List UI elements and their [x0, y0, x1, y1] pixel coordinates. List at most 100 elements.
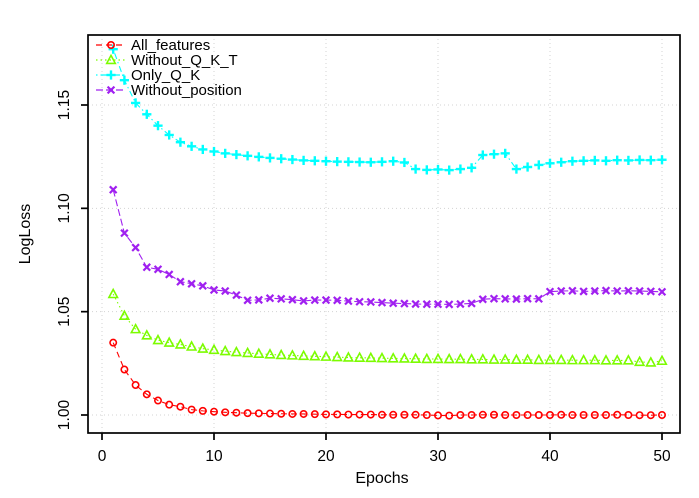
data-point-triangle	[398, 352, 411, 363]
data-point-x	[635, 286, 644, 296]
data-point-x	[613, 286, 622, 296]
data-point-circle	[355, 410, 364, 419]
data-point-triangle	[533, 353, 545, 365]
legend-label: Only_Q_K	[131, 67, 200, 84]
series-line	[112, 293, 663, 364]
data-point-triangle	[107, 287, 119, 299]
series-line	[112, 342, 663, 417]
data-point-triangle	[208, 343, 220, 355]
data-point-circle	[310, 410, 319, 419]
data-point-triangle	[611, 354, 623, 365]
data-point-circle	[557, 410, 566, 419]
data-point-triangle	[577, 353, 590, 365]
data-point-x	[579, 287, 588, 296]
data-point-x	[422, 300, 431, 309]
data-point-x	[400, 299, 409, 308]
data-point-x	[489, 294, 499, 303]
data-point-circle	[142, 390, 151, 399]
data-point-triangle	[331, 350, 343, 362]
data-point-circle	[624, 410, 633, 419]
data-point-x	[209, 285, 219, 295]
data-point-triangle	[499, 353, 511, 364]
data-point-triangle	[309, 350, 321, 361]
series-without_q_k_t	[107, 287, 668, 367]
data-point-triangle	[185, 340, 198, 351]
data-point-x	[456, 299, 465, 309]
data-point-circle	[568, 410, 577, 419]
data-point-x	[601, 286, 611, 295]
data-point-triangle	[555, 353, 567, 365]
series-only_q_k	[108, 44, 667, 175]
data-point-x	[109, 185, 118, 194]
x-tick-label: 50	[653, 448, 671, 465]
x-axis-label: Epochs	[355, 470, 408, 487]
data-point-circle	[198, 406, 207, 415]
data-point-x	[545, 287, 555, 296]
data-point-x	[590, 286, 599, 296]
data-point-triangle	[174, 338, 187, 349]
data-point-circle	[210, 407, 219, 416]
data-point-circle	[635, 411, 644, 420]
data-point-x	[299, 296, 308, 306]
data-point-triangle	[600, 354, 612, 365]
data-point-circle	[657, 410, 666, 419]
x-tick-label: 30	[429, 448, 447, 465]
data-point-x	[657, 287, 667, 297]
series-line	[112, 189, 663, 305]
x-tick-label: 0	[98, 448, 107, 465]
x-tick-label: 10	[205, 448, 223, 465]
data-point-circle	[422, 410, 431, 419]
data-point-circle	[120, 365, 129, 374]
plot-border	[87, 34, 681, 434]
data-point-circle	[467, 410, 476, 419]
data-point-triangle	[589, 353, 601, 365]
legend-item: Without_position	[96, 82, 242, 99]
data-point-circle	[288, 409, 297, 418]
data-point-circle	[523, 410, 532, 419]
data-point-x	[277, 294, 286, 304]
data-point-circle	[176, 402, 185, 411]
data-point-x	[288, 295, 297, 304]
data-point-circle	[501, 410, 510, 419]
data-point-x	[198, 281, 207, 291]
data-point-circle	[512, 410, 521, 419]
data-point-x	[534, 294, 543, 304]
data-point-x	[433, 300, 443, 309]
data-point-circle	[165, 400, 174, 409]
data-point-triangle	[141, 329, 153, 340]
data-point-x	[165, 270, 174, 279]
data-point-triangle	[105, 53, 117, 65]
data-point-circle	[579, 410, 588, 419]
data-point-circle	[613, 410, 622, 419]
data-point-triangle	[219, 344, 231, 356]
data-point-triangle	[633, 355, 646, 367]
data-point-circle	[400, 410, 409, 419]
legend: All_featuresWithout_Q_K_TOnly_Q_KWithout…	[96, 37, 242, 99]
data-point-triangle	[421, 352, 433, 364]
data-point-x	[624, 286, 633, 295]
data-point-circle	[411, 410, 420, 419]
legend-item: Without_Q_K_T	[96, 52, 238, 69]
y-tick-label: 1.00	[56, 400, 73, 431]
data-point-triangle	[409, 352, 422, 363]
data-point-circle	[344, 410, 353, 419]
data-point-triangle	[197, 342, 209, 353]
data-point-triangle	[376, 351, 388, 363]
y-tick-label: 1.15	[56, 90, 73, 120]
data-point-circle	[478, 410, 487, 419]
data-point-circle	[590, 410, 599, 419]
data-point-x	[153, 265, 163, 274]
data-point-triangle	[645, 356, 657, 367]
data-point-x	[321, 295, 331, 305]
data-point-triangle	[488, 353, 500, 364]
data-point-circle	[377, 410, 386, 419]
data-point-x	[411, 299, 420, 309]
series-all_features	[109, 338, 666, 420]
data-point-triangle	[622, 354, 635, 365]
data-point-triangle	[365, 351, 377, 363]
data-point-x	[176, 277, 185, 286]
data-point-triangle	[544, 353, 556, 365]
data-point-x	[120, 228, 129, 238]
